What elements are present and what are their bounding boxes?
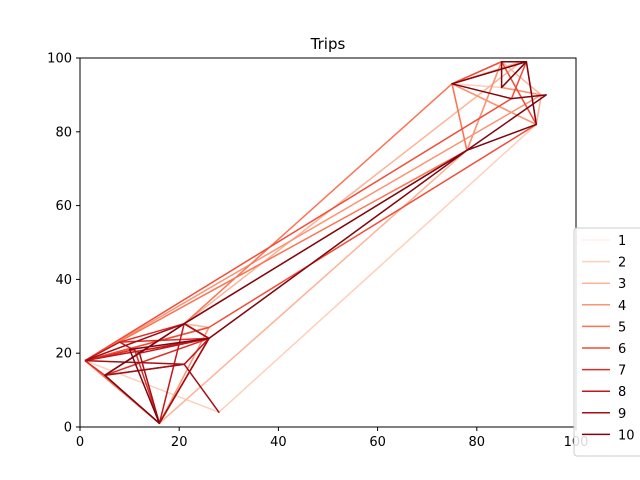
- y-tick-label: 20: [55, 347, 72, 362]
- x-tick-label: 60: [369, 435, 386, 450]
- chart-title: Trips: [310, 35, 346, 53]
- legend-label-6: 6: [618, 342, 626, 357]
- legend-label-1: 1: [618, 234, 626, 249]
- legend-box: [573, 227, 640, 457]
- legend-label-7: 7: [618, 364, 626, 379]
- legend-label-2: 2: [618, 256, 626, 271]
- series-line-10: [104, 60, 547, 425]
- x-tick-label: 80: [469, 435, 486, 450]
- legend-label-4: 4: [618, 299, 626, 314]
- legend-label-3: 3: [618, 277, 626, 292]
- plot-frame: [79, 57, 577, 428]
- legend: 1 2 3 4 5 6 7 8 9 10: [573, 227, 640, 457]
- legend-label-5: 5: [618, 320, 626, 335]
- y-tick-label: 80: [55, 125, 72, 140]
- legend-label-9: 9: [618, 407, 626, 422]
- series-line-6: [84, 60, 538, 362]
- legend-label-8: 8: [618, 385, 626, 400]
- y-tick-label: 100: [47, 52, 72, 67]
- legend-label-10: 10: [618, 428, 635, 443]
- y-axis: 0 20 40 60 80 100: [47, 52, 80, 436]
- y-tick-label: 0: [64, 421, 72, 436]
- y-tick-label: 40: [55, 273, 72, 288]
- x-tick-label: 40: [270, 435, 287, 450]
- x-tick-label: 0: [76, 435, 84, 450]
- trip-lines: [84, 60, 547, 425]
- x-tick-label: 20: [171, 435, 188, 450]
- y-tick-label: 60: [55, 199, 72, 214]
